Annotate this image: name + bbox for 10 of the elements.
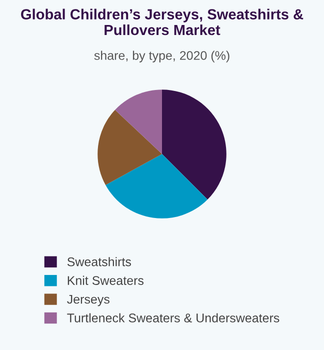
legend-label: Jerseys xyxy=(67,294,110,306)
pie-slice xyxy=(98,110,162,186)
pie-slice xyxy=(115,90,162,154)
pie-slice xyxy=(106,154,208,218)
pie-slice xyxy=(162,90,226,200)
legend-label: Turtleneck Sweaters & Undersweaters xyxy=(67,313,280,322)
chart-subtitle: share, by type, 2020 (%) xyxy=(94,50,230,62)
chart-title: Global Children’s Jerseys, Sweatshirts & Pullovers Market xyxy=(21,8,304,36)
legend-label: Knit Sweaters xyxy=(68,276,144,285)
legend-label: Sweatshirts xyxy=(67,257,132,266)
